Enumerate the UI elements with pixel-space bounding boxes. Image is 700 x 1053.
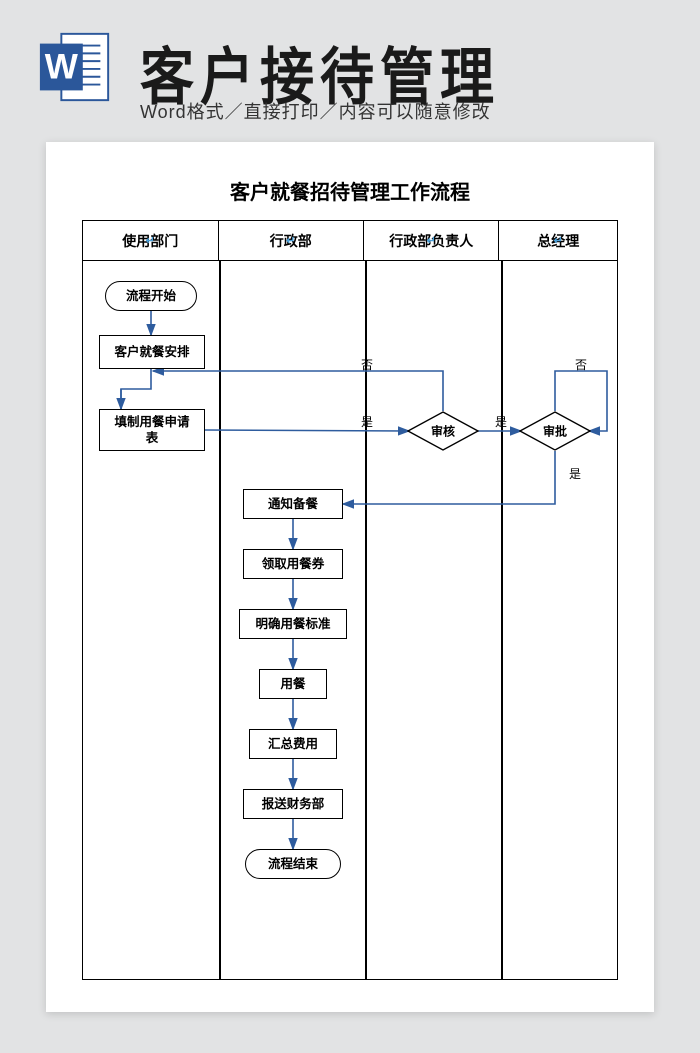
node-end: 流程结束 (245, 849, 341, 879)
lane-divider (501, 261, 503, 979)
node-ticket: 领取用餐券 (243, 549, 343, 579)
edge-label-approve_no: 否 (575, 356, 587, 373)
edge-label-approve_yes_top: 是 (495, 413, 507, 430)
node-start: 流程开始 (105, 281, 197, 311)
edge-label-audit_no: 否 (361, 356, 373, 373)
edge-label-audit_yes: 是 (361, 413, 373, 430)
node-dine: 用餐 (259, 669, 327, 699)
lane-header-4: 总经理↵ (499, 221, 617, 260)
node-summary: 汇总费用 (249, 729, 337, 759)
banner-header: W 客户接待管理 Word格式／直接打印／内容可以随意修改 (0, 18, 700, 118)
node-arrange: 客户就餐安排 (99, 335, 205, 369)
lane-divider (219, 261, 221, 979)
lane-header-3: 行政部负责人↵ (364, 221, 500, 260)
doc-title: 客户就餐招待管理工作流程 (46, 142, 654, 205)
edge-label-approve_yes: 是 (569, 465, 581, 482)
document-page: 客户就餐招待管理工作流程 使用部门↵ 行政部↵ 行政部负责人↵ 总经理↵ 流程开… (46, 142, 654, 1012)
lane-header-1: 使用部门↵ (83, 221, 219, 260)
node-audit: 审核 (407, 411, 479, 451)
lane-header-2: 行政部↵ (219, 221, 364, 260)
word-icon: W (36, 28, 114, 106)
node-notify: 通知备餐 (243, 489, 343, 519)
node-standard: 明确用餐标准 (239, 609, 347, 639)
node-report: 报送财务部 (243, 789, 343, 819)
swimlane-header: 使用部门↵ 行政部↵ 行政部负责人↵ 总经理↵ (83, 221, 617, 261)
svg-text:W: W (45, 48, 79, 87)
swimlane-table: 使用部门↵ 行政部↵ 行政部负责人↵ 总经理↵ 流程开始客户就餐安排填制用餐申请… (82, 220, 618, 980)
node-apply: 填制用餐申请 表 (99, 409, 205, 451)
banner-subtitle: Word格式／直接打印／内容可以随意修改 (140, 98, 491, 124)
node-approve: 审批 (519, 411, 591, 451)
